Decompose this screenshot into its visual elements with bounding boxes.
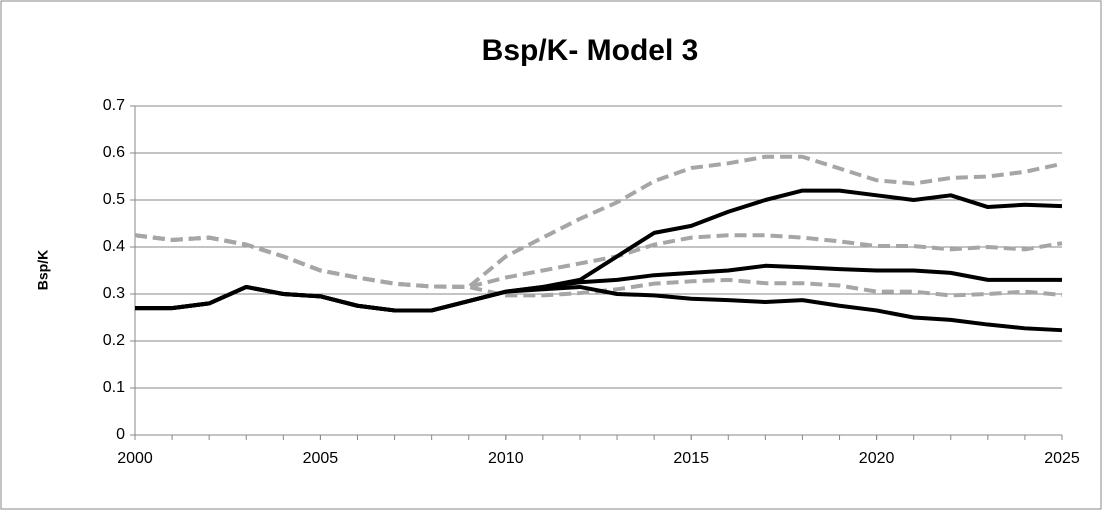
y-tick-label: 0.5 — [103, 191, 125, 208]
y-tick-label: 0 — [116, 426, 125, 443]
x-tick-label: 2005 — [303, 450, 339, 467]
x-tick-label: 2025 — [1044, 450, 1080, 467]
y-tick-label: 0.1 — [103, 379, 125, 396]
series-line — [134, 233, 1063, 289]
series-line — [134, 154, 1063, 289]
y-tick-label: 0.6 — [103, 144, 125, 161]
y-tick-label: 0.3 — [103, 285, 125, 302]
x-tick-label: 2015 — [673, 450, 709, 467]
y-tick-label: 0.4 — [103, 238, 125, 255]
chart-title: Bsp/K- Model 3 — [482, 34, 699, 67]
series-line — [135, 284, 1063, 333]
x-tick-label: 2010 — [488, 450, 524, 467]
y-tick-label: 0.2 — [103, 332, 125, 349]
x-tick-label: 2000 — [117, 450, 153, 467]
x-tick-label: 2020 — [859, 450, 895, 467]
y-axis-label: Bsp/K — [35, 250, 51, 290]
y-tick-label: 0.7 — [103, 97, 125, 114]
